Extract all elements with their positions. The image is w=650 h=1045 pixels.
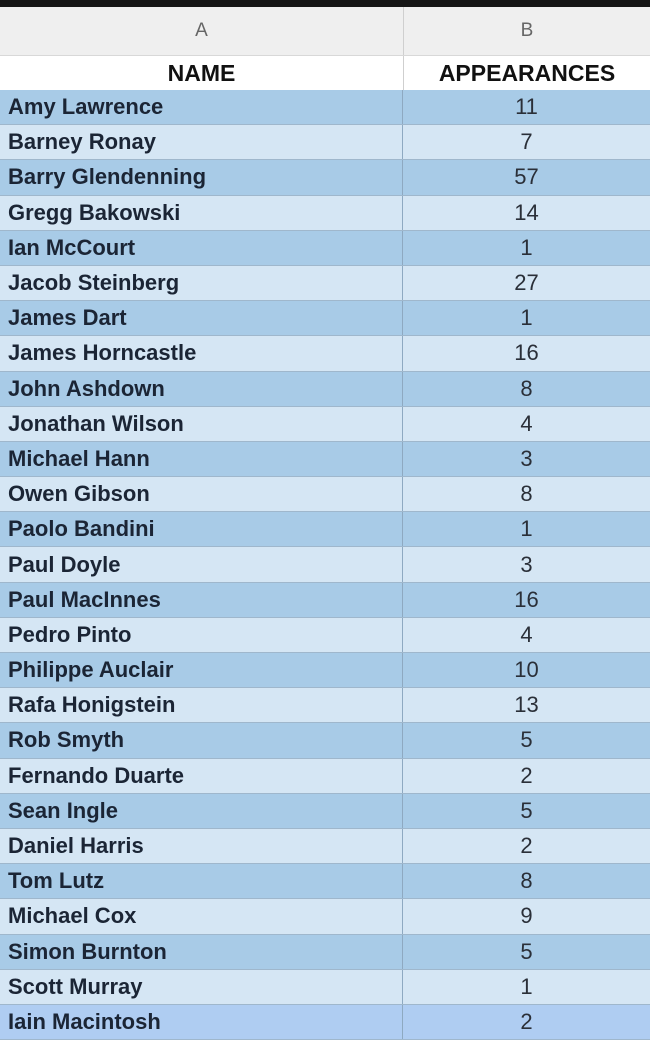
name-cell[interactable]: Gregg Bakowski — [0, 195, 403, 230]
table-row[interactable]: Pedro Pinto 4 — [0, 617, 650, 653]
header-row: NAME APPEARANCES — [0, 56, 650, 90]
name-cell[interactable]: Ian McCourt — [0, 230, 403, 265]
table-row[interactable]: Fernando Duarte 2 — [0, 758, 650, 794]
table-row[interactable]: Sean Ingle 5 — [0, 793, 650, 829]
name-cell[interactable]: Scott Murray — [0, 969, 403, 1004]
appearances-cell[interactable]: 5 — [520, 797, 533, 823]
top-bar — [0, 0, 650, 7]
appearances-cell[interactable]: 8 — [520, 481, 533, 507]
table-row[interactable]: James Dart 1 — [0, 301, 650, 337]
column-header-b[interactable]: B — [520, 20, 534, 41]
table-row[interactable]: Paul MacInnes 16 — [0, 582, 650, 618]
column-headers: A B — [0, 7, 650, 56]
table-row[interactable]: Jacob Steinberg 27 — [0, 265, 650, 302]
name-cell[interactable]: Tom Lutz — [0, 864, 403, 899]
table-row[interactable]: Iain Macintosh 2 — [0, 1004, 650, 1041]
table-row[interactable]: Rob Smyth 5 — [0, 723, 650, 759]
appearances-cell[interactable]: 3 — [520, 445, 533, 471]
appearances-cell[interactable]: 10 — [514, 657, 539, 683]
name-cell[interactable]: Rafa Honigstein — [0, 688, 403, 723]
appearances-cell[interactable]: 57 — [514, 164, 539, 190]
name-cell[interactable]: James Horncastle — [0, 336, 403, 371]
table-row[interactable]: Tom Lutz 8 — [0, 864, 650, 900]
appearances-cell[interactable]: 4 — [520, 410, 533, 436]
appearances-cell[interactable]: 5 — [520, 938, 533, 964]
table-row[interactable]: Amy Lawrence 11 — [0, 90, 650, 126]
name-cell[interactable]: Owen Gibson — [0, 477, 403, 512]
name-cell[interactable]: Barney Ronay — [0, 125, 403, 160]
table-body: Amy Lawrence 11 Barney Ronay 7 Barry Glenden… — [0, 90, 650, 1041]
name-cell[interactable]: Daniel Harris — [0, 828, 403, 864]
header-name[interactable]: NAME — [0, 56, 404, 90]
table-row[interactable]: Michael Cox 9 — [0, 899, 650, 935]
appearances-cell[interactable]: 1 — [520, 305, 533, 331]
table-row[interactable]: Philippe Auclair 10 — [0, 653, 650, 689]
header-appearances[interactable]: APPEARANCES — [438, 59, 616, 86]
appearances-cell[interactable]: 14 — [514, 199, 539, 225]
name-cell[interactable]: John Ashdown — [0, 371, 403, 406]
table-row[interactable]: Owen Gibson 8 — [0, 477, 650, 513]
name-cell[interactable]: Fernando Duarte — [0, 758, 403, 793]
appearances-cell[interactable]: 16 — [514, 340, 539, 366]
appearances-cell[interactable]: 7 — [520, 129, 533, 155]
table-row[interactable]: James Horncastle 16 — [0, 336, 650, 372]
appearances-cell[interactable]: 8 — [520, 375, 533, 401]
name-cell[interactable]: Pedro Pinto — [0, 617, 403, 652]
name-cell[interactable]: Amy Lawrence — [0, 90, 403, 125]
table-row[interactable]: Barry Glendenning 57 — [0, 160, 650, 196]
name-cell[interactable]: Paolo Bandini — [0, 512, 403, 547]
appearances-cell[interactable]: 2 — [520, 762, 533, 788]
table-row[interactable]: Gregg Bakowski 14 — [0, 195, 650, 231]
name-cell[interactable]: Rob Smyth — [0, 723, 403, 758]
name-cell[interactable]: Barry Glendenning — [0, 160, 403, 195]
column-header-a[interactable]: A — [0, 7, 404, 55]
appearances-cell[interactable]: 8 — [520, 868, 533, 894]
name-cell[interactable]: Jonathan Wilson — [0, 406, 403, 441]
table-row[interactable]: Paul Doyle 3 — [0, 547, 650, 583]
table-row[interactable]: Daniel Harris 2 — [0, 828, 650, 865]
table-row[interactable]: Simon Burnton 5 — [0, 934, 650, 970]
appearances-cell[interactable]: 9 — [520, 903, 533, 929]
name-cell[interactable]: Simon Burnton — [0, 934, 403, 969]
name-cell[interactable]: Michael Hann — [0, 441, 403, 477]
name-cell[interactable]: Paul MacInnes — [0, 582, 403, 617]
name-cell[interactable]: James Dart — [0, 301, 403, 336]
name-cell[interactable]: Philippe Auclair — [0, 653, 403, 688]
appearances-cell[interactable]: 1 — [520, 234, 533, 260]
appearances-cell[interactable]: 13 — [514, 692, 539, 718]
table-row[interactable]: Rafa Honigstein 13 — [0, 688, 650, 724]
appearances-cell[interactable]: 4 — [520, 621, 533, 647]
table-row[interactable]: Jonathan Wilson 4 — [0, 406, 650, 442]
appearances-cell[interactable]: 1 — [520, 516, 533, 542]
name-cell[interactable]: Iain Macintosh — [0, 1004, 403, 1040]
appearances-cell[interactable]: 2 — [520, 833, 533, 859]
appearances-cell[interactable]: 1 — [520, 973, 533, 999]
appearances-cell[interactable]: 3 — [520, 551, 533, 577]
name-cell[interactable]: Sean Ingle — [0, 793, 403, 828]
appearances-cell[interactable]: 2 — [520, 1008, 533, 1034]
appearances-cell[interactable]: 5 — [520, 727, 533, 753]
name-cell[interactable]: Jacob Steinberg — [0, 265, 403, 301]
appearances-cell[interactable]: 16 — [514, 586, 539, 612]
appearances-cell[interactable]: 11 — [515, 94, 538, 120]
appearances-cell[interactable]: 27 — [514, 270, 539, 296]
name-cell[interactable]: Paul Doyle — [0, 547, 403, 582]
table-row[interactable]: Scott Murray 1 — [0, 969, 650, 1005]
table-row[interactable]: Michael Hann 3 — [0, 441, 650, 478]
table-row[interactable]: John Ashdown 8 — [0, 371, 650, 407]
table-row[interactable]: Paolo Bandini 1 — [0, 512, 650, 548]
table-row[interactable]: Ian McCourt 1 — [0, 230, 650, 266]
name-cell[interactable]: Michael Cox — [0, 899, 403, 934]
table-row[interactable]: Barney Ronay 7 — [0, 125, 650, 161]
